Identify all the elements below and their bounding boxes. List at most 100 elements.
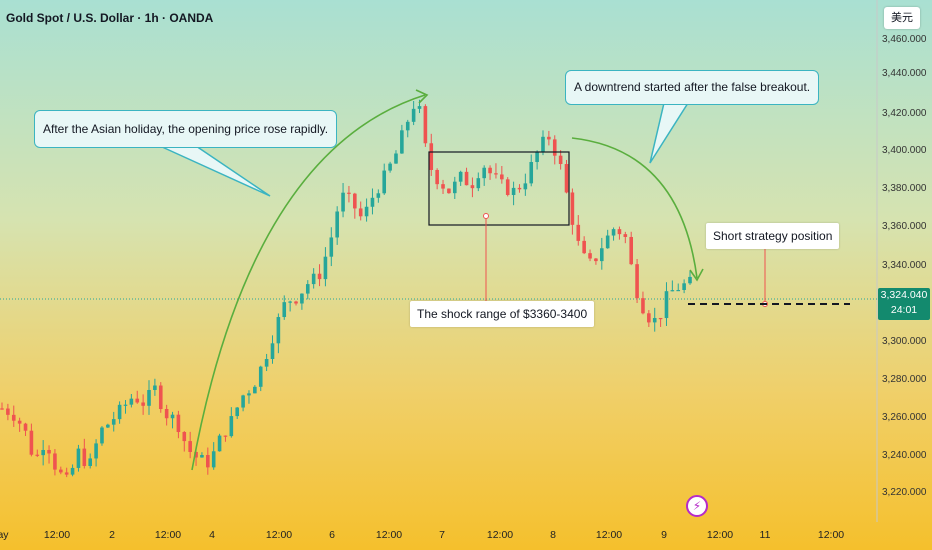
shock-range-box[interactable] bbox=[428, 151, 570, 226]
candle-body bbox=[288, 301, 292, 303]
candle-body bbox=[594, 258, 598, 262]
candle-body bbox=[176, 414, 181, 433]
rise-arrow[interactable] bbox=[191, 94, 426, 471]
candle-body bbox=[417, 106, 422, 109]
candle-body bbox=[41, 449, 45, 456]
candle-body bbox=[223, 435, 228, 437]
candle-body bbox=[123, 404, 128, 406]
chart-title: Gold Spot / U.S. Dollar · 1h · OANDA bbox=[6, 11, 214, 25]
candle-body bbox=[158, 385, 163, 410]
candle-body bbox=[470, 185, 475, 189]
candle-body bbox=[452, 181, 457, 194]
x-tick: 6 bbox=[329, 529, 335, 541]
x-tick: 8 bbox=[550, 529, 556, 541]
candle-body bbox=[547, 136, 551, 140]
x-tick: 7 bbox=[439, 529, 445, 541]
asian-holiday-callout[interactable]: After the Asian holiday, the opening pri… bbox=[34, 110, 338, 148]
candle-body bbox=[658, 317, 663, 320]
candle-body bbox=[0, 408, 4, 410]
x-tick: 11 bbox=[759, 529, 771, 541]
candle-body bbox=[300, 293, 304, 304]
y-tick: 3,400.000 bbox=[882, 145, 927, 156]
candle-body bbox=[235, 407, 240, 417]
candle-body bbox=[23, 423, 28, 431]
candle-body bbox=[388, 163, 392, 171]
x-tick: 12:00 bbox=[486, 529, 514, 541]
candle-body bbox=[494, 173, 498, 175]
short-strategy-note[interactable]: Short strategy position bbox=[706, 223, 840, 249]
candle-body bbox=[541, 136, 545, 152]
candle-body bbox=[523, 183, 528, 190]
candle-body bbox=[376, 193, 381, 198]
candle-body bbox=[364, 206, 369, 217]
y-tick: 3,420.000 bbox=[882, 108, 927, 119]
candle-body bbox=[588, 253, 592, 259]
candle-body bbox=[670, 290, 675, 292]
candle-body bbox=[347, 192, 351, 194]
candle-body bbox=[164, 409, 169, 419]
y-tick: 3,360.000 bbox=[882, 221, 927, 232]
y-tick: 3,380.000 bbox=[882, 183, 927, 194]
candle-body bbox=[688, 276, 692, 284]
candle-body bbox=[599, 248, 604, 262]
candle-body bbox=[664, 291, 669, 319]
candle-body bbox=[405, 121, 410, 131]
candle-body bbox=[135, 398, 140, 403]
candle-body bbox=[200, 455, 204, 458]
current-price-tag: 3,324.040 24:01 bbox=[878, 288, 930, 320]
candle-body bbox=[241, 395, 245, 408]
candle-body bbox=[400, 130, 404, 154]
candle-body bbox=[370, 197, 375, 207]
x-tick: ay bbox=[0, 529, 9, 541]
candle-body bbox=[206, 455, 210, 468]
candle-body bbox=[682, 283, 686, 290]
candle-body bbox=[423, 106, 428, 144]
candle-body bbox=[623, 234, 628, 237]
candle-body bbox=[482, 167, 486, 179]
candle-body bbox=[411, 108, 416, 122]
lightning-bolt-icon[interactable]: ⚡ bbox=[686, 495, 708, 517]
candle-body bbox=[335, 211, 339, 238]
candle-body bbox=[341, 192, 345, 212]
candle-body bbox=[576, 224, 581, 241]
candle-body bbox=[35, 454, 40, 456]
candle-body bbox=[253, 386, 257, 394]
candle-body bbox=[141, 402, 145, 406]
x-tick: 12:00 bbox=[265, 529, 293, 541]
candle-body bbox=[505, 179, 510, 195]
candle-body bbox=[458, 171, 463, 182]
candle-body bbox=[217, 435, 222, 452]
candle-body bbox=[170, 414, 175, 419]
candle-body bbox=[517, 187, 522, 190]
callout-pointer-left bbox=[159, 145, 271, 197]
candle-body bbox=[558, 155, 563, 165]
candle-body bbox=[652, 317, 657, 323]
candle-body bbox=[329, 237, 334, 257]
candle-body bbox=[464, 171, 469, 186]
candle-body bbox=[570, 192, 575, 225]
x-tick: 12:00 bbox=[375, 529, 403, 541]
candle-body bbox=[70, 467, 75, 475]
candle-body bbox=[106, 424, 110, 428]
x-tick: 12:00 bbox=[706, 529, 734, 541]
currency-button[interactable]: 美元 bbox=[884, 7, 920, 29]
candle-body bbox=[111, 419, 116, 425]
candle-body bbox=[282, 302, 287, 318]
fall-arrow[interactable] bbox=[571, 137, 698, 279]
candle-body bbox=[264, 358, 269, 367]
shock-range-note[interactable]: The shock range of $3360-3400 bbox=[410, 301, 595, 327]
candle-body bbox=[76, 448, 81, 468]
rise-arrow-head bbox=[415, 89, 429, 104]
y-tick: 3,460.000 bbox=[882, 34, 927, 45]
candle-body bbox=[641, 298, 645, 314]
downtrend-callout[interactable]: A downtrend started after the false brea… bbox=[565, 70, 820, 105]
fall-arrow-head bbox=[689, 268, 704, 282]
candle-body bbox=[147, 389, 151, 406]
candle-body bbox=[182, 432, 187, 442]
candle-body bbox=[353, 193, 357, 209]
x-tick: 12:00 bbox=[154, 529, 182, 541]
candle-body bbox=[511, 187, 516, 195]
candle-body bbox=[94, 443, 98, 459]
candle-body bbox=[535, 151, 539, 163]
